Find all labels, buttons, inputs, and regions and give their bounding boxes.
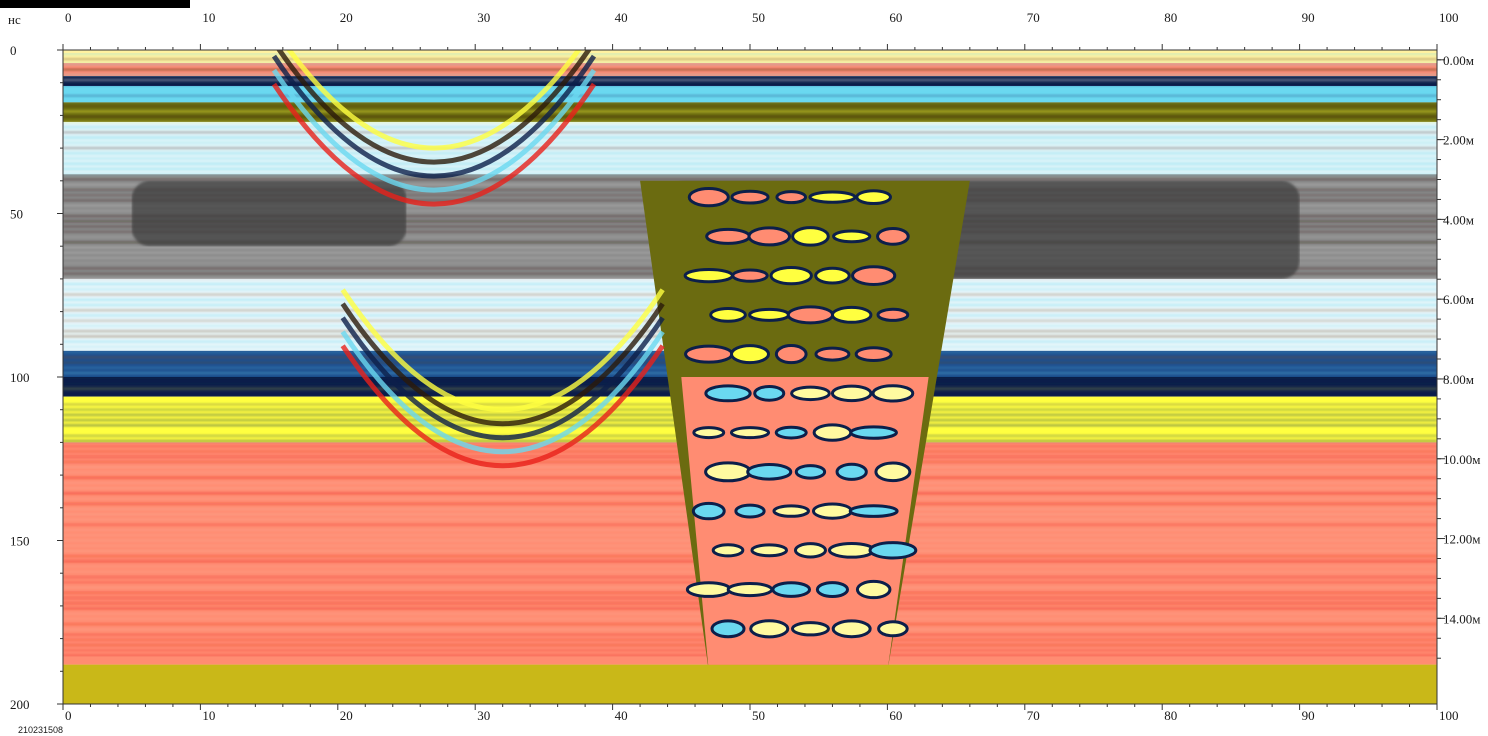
profile-id-label: 210231508 <box>18 725 63 735</box>
x-axis-top: 0 10 20 30 40 50 60 70 80 90 100 <box>62 10 1459 50</box>
hyperbola-arc <box>271 54 597 179</box>
depth-tick-label: 2.00м <box>1443 133 1474 148</box>
title-bar <box>0 0 190 8</box>
x-axis-bottom: 0 10 20 30 40 50 60 70 80 90 100 <box>62 704 1459 723</box>
depth-tick-label: 12.00м <box>1443 532 1480 547</box>
x-tick-label-bottom: 0 <box>65 708 72 723</box>
dark-layer <box>131 180 407 247</box>
radargram-band <box>63 50 1437 64</box>
y-axis-label: нс <box>8 12 21 27</box>
x-tick-label-bottom: 90 <box>1302 708 1315 723</box>
x-tick-label-bottom: 40 <box>615 708 628 723</box>
x-tick-label-bottom: 70 <box>1027 708 1040 723</box>
hyperbola-arc <box>340 344 665 468</box>
x-tick-label-top: 50 <box>752 10 765 25</box>
trough-blobs <box>683 187 918 639</box>
depth-tick-label: 8.00м <box>1443 372 1474 387</box>
hyperbola-arc <box>286 50 582 151</box>
hyperbola-arc <box>340 288 665 412</box>
x-tick-label-bottom: 80 <box>1164 708 1177 723</box>
x-tick-label-top: 0 <box>65 10 72 25</box>
y-tick-label: 0 <box>10 43 17 58</box>
x-tick-label-bottom: 10 <box>202 708 215 723</box>
x-tick-label-top: 60 <box>889 10 902 25</box>
x-tick-label-top: 10 <box>202 10 215 25</box>
end-of-record-band <box>63 664 1437 704</box>
depth-tick-label: 4.00м <box>1443 212 1474 227</box>
hyperbola-arc <box>340 316 665 440</box>
hyperbola-arc <box>340 302 665 426</box>
x-tick-label-top: 90 <box>1302 10 1315 25</box>
x-tick-label-top: 80 <box>1164 10 1177 25</box>
depth-tick-label: 0.00м <box>1443 53 1474 68</box>
y-tick-label: 100 <box>10 370 30 385</box>
depth-axis-right: 0.00м 2.00м 4.00м 6.00м 8.00м 10.00м 12.00м 14.… <box>1437 53 1480 659</box>
x-tick-label-bottom: 100 <box>1439 708 1459 723</box>
hyperbola-arc <box>271 68 597 193</box>
depth-tick-label: 10.00м <box>1443 452 1480 467</box>
y-axis-left: 0 50 100 150 200 <box>10 43 63 712</box>
x-tick-label-bottom: 30 <box>477 708 490 723</box>
radargram-plot <box>63 50 1437 704</box>
y-tick-label: 150 <box>10 534 30 549</box>
y-tick-label: 50 <box>10 207 23 222</box>
x-tick-label-bottom: 50 <box>752 708 765 723</box>
hyperbola-arc <box>340 330 665 454</box>
x-tick-label-bottom: 60 <box>889 708 902 723</box>
x-tick-label-top: 100 <box>1439 10 1459 25</box>
x-tick-label-top: 20 <box>340 10 353 25</box>
x-tick-label-top: 30 <box>477 10 490 25</box>
depth-tick-label: 14.00м <box>1443 611 1480 626</box>
hyperbola-arc <box>276 50 592 165</box>
radargram-band <box>63 76 1437 86</box>
depth-tick-label: 6.00м <box>1443 292 1474 307</box>
hyperbolas <box>271 50 665 468</box>
y-tick-label: 200 <box>10 697 30 712</box>
x-tick-label-bottom: 20 <box>340 708 353 723</box>
radargram-band <box>63 102 1437 122</box>
x-tick-label-top: 70 <box>1027 10 1040 25</box>
radargram-band <box>63 85 1437 103</box>
x-tick-label-top: 40 <box>615 10 628 25</box>
hyperbola-arc <box>271 82 597 207</box>
